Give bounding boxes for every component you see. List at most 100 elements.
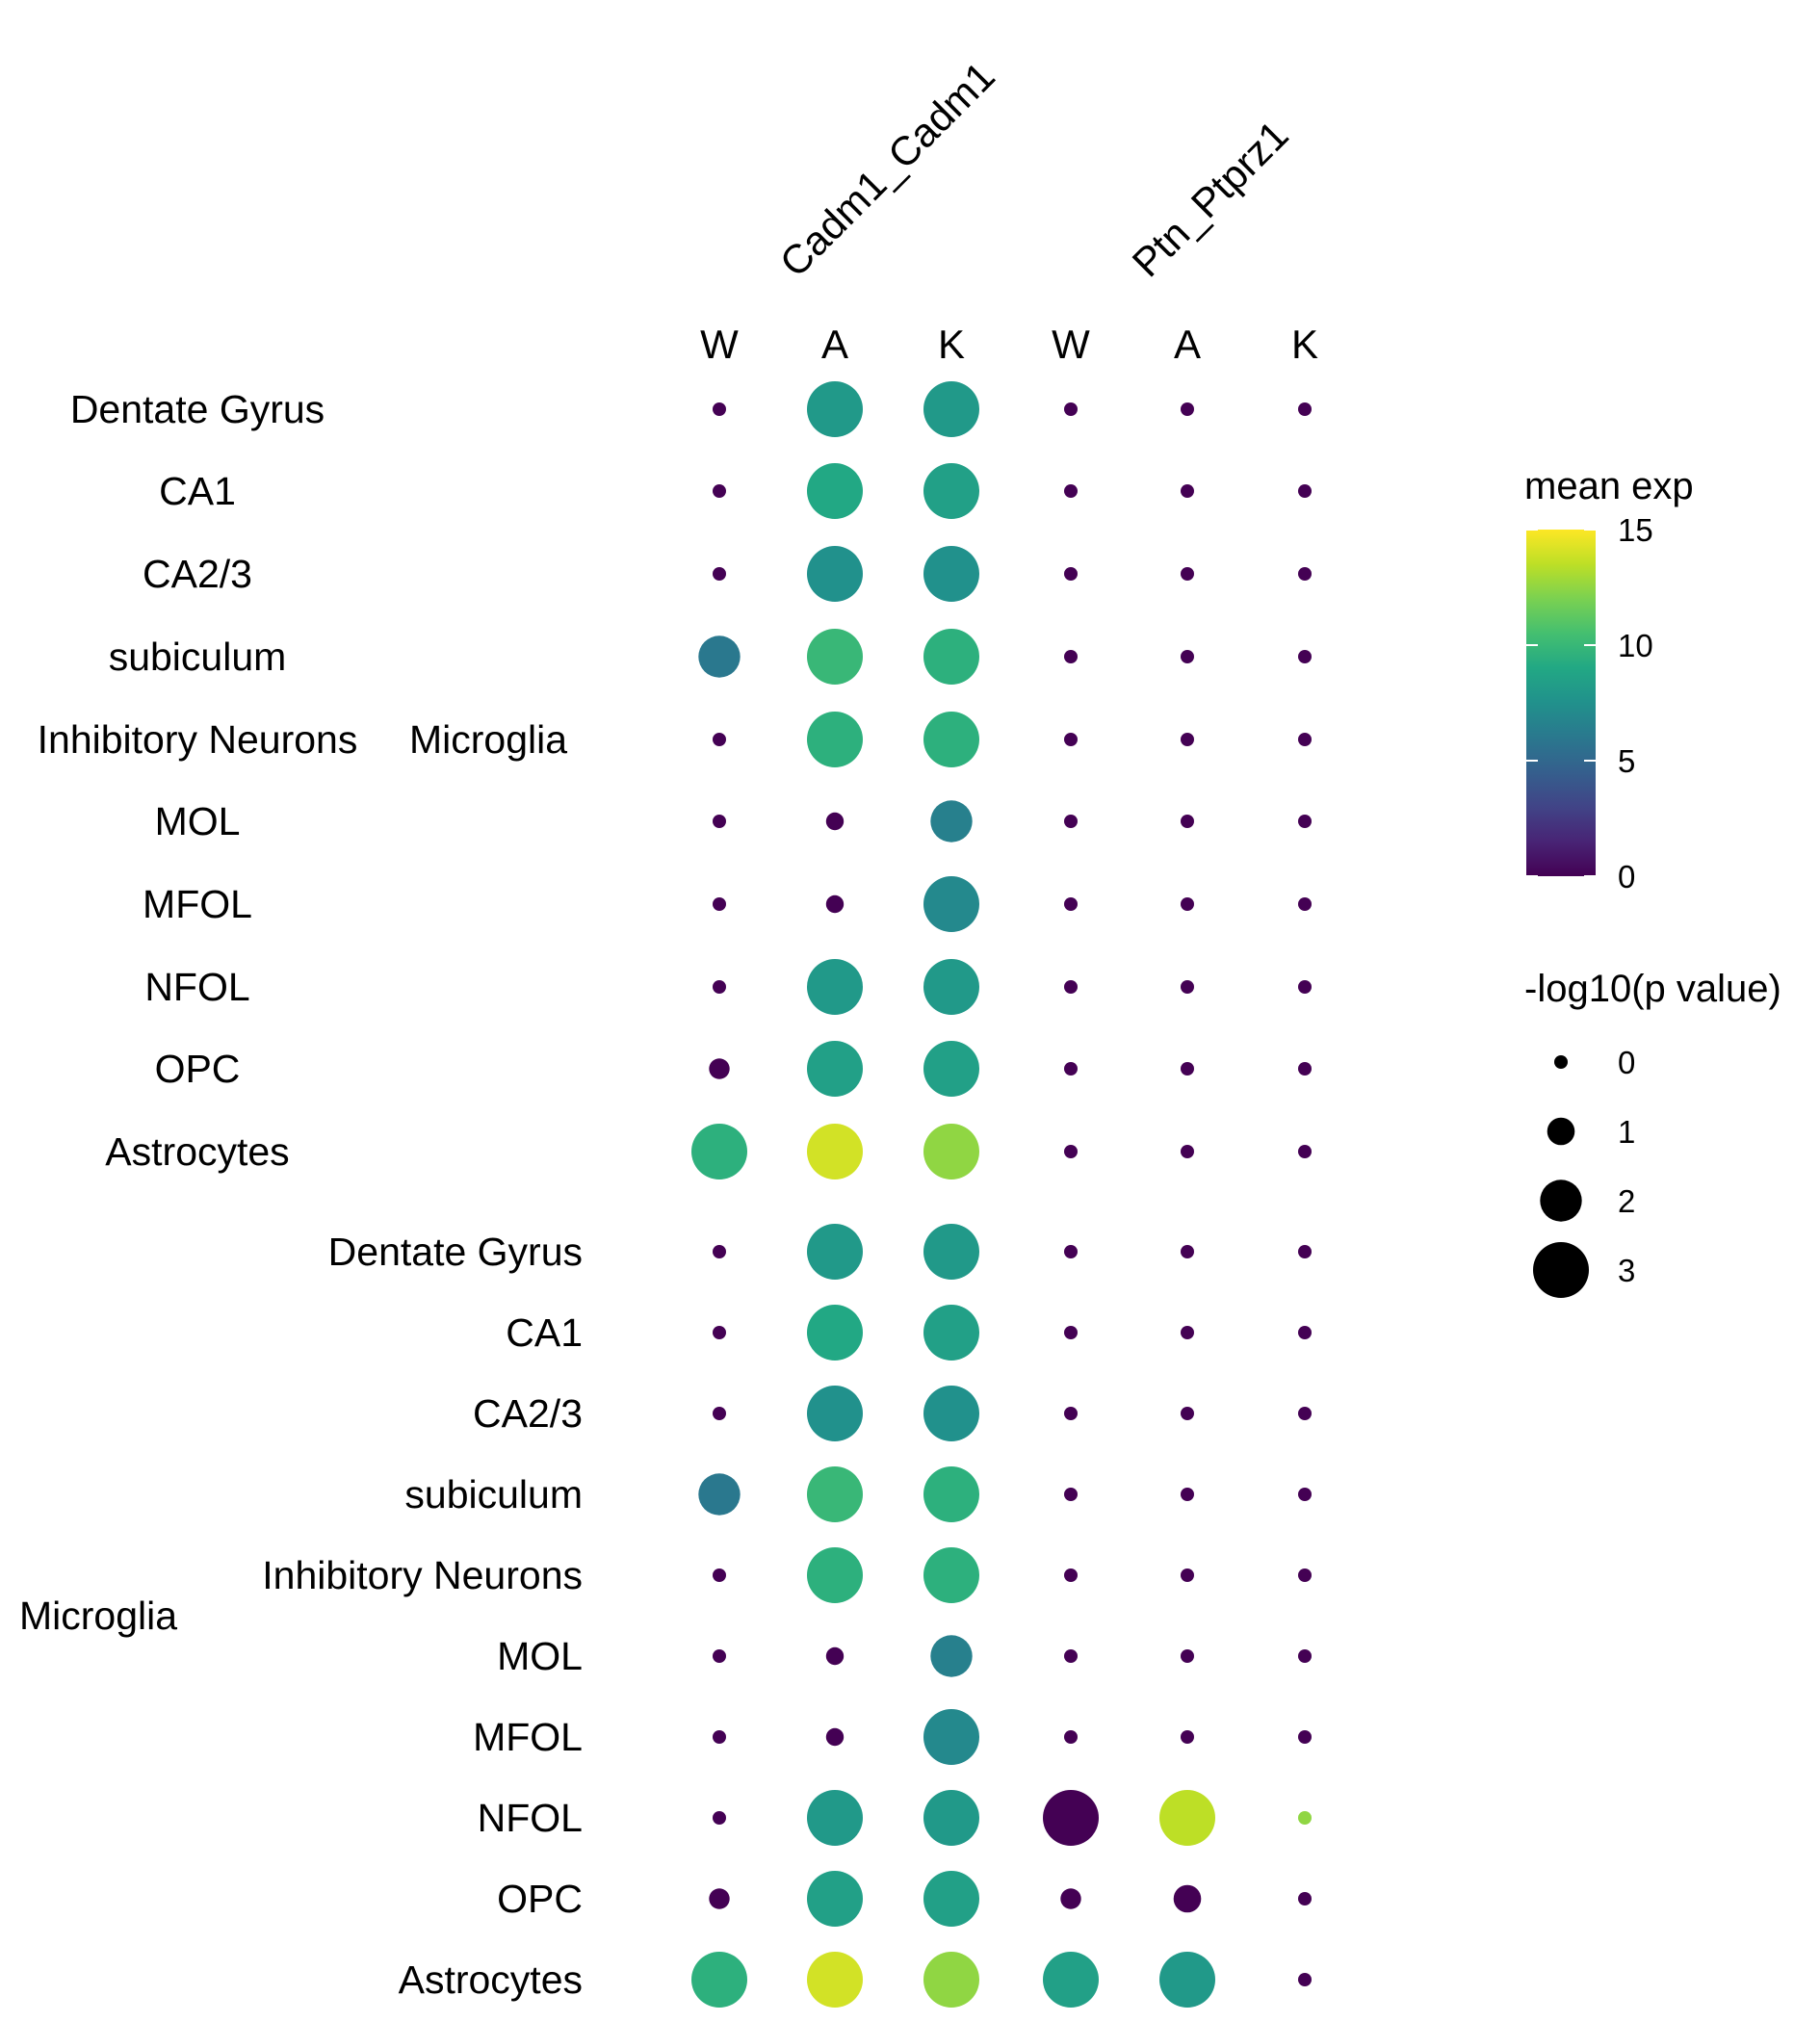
dot [1298,1568,1312,1582]
dot [1064,1488,1078,1501]
dot [807,1466,863,1522]
size-legend-dot [1540,1180,1582,1222]
dot [1298,567,1312,581]
row-label: MOL [155,799,241,843]
dot [713,815,726,828]
size-legend-ticks: 0 1 2 3 [1533,1045,1635,1298]
row-label: Inhibitory Neurons [38,717,358,762]
dot [923,1952,979,2008]
pair-label: Ptn_Ptprz1 [1124,112,1297,285]
dot [1064,1649,1078,1663]
dot [713,1649,726,1663]
dot [1064,815,1078,828]
dot [1064,650,1078,663]
dot [1298,815,1312,828]
dot [1064,484,1078,498]
size-legend-dot [1533,1242,1589,1298]
dot [713,1407,726,1420]
sender-label: Microglia [19,1594,177,1638]
dot [1298,1407,1312,1420]
dot [1181,1730,1194,1744]
dot [923,1224,979,1280]
row-label: Astrocytes [399,1957,583,2002]
dot [1064,1407,1078,1420]
row-label: NFOL [478,1796,583,1840]
dot [923,1041,979,1097]
dot [1181,897,1194,911]
dot [923,463,979,519]
dot [713,897,726,911]
dot [709,1058,730,1079]
dot [1298,1062,1312,1076]
dot [923,1709,979,1765]
dot [713,980,726,994]
dot [713,402,726,416]
row-label: Inhibitory Neurons [262,1553,583,1597]
dot [923,1790,979,1846]
dot [1064,1145,1078,1158]
size-legend-dot [1547,1117,1575,1146]
dot [923,1871,979,1927]
dot [807,546,863,602]
dot [807,1124,863,1180]
dot [1181,1062,1194,1076]
dot [1181,1488,1194,1501]
dot [923,1124,979,1180]
row-label: Astrocytes [105,1129,289,1174]
row-label: subiculum [404,1472,583,1516]
dot [1064,1568,1078,1582]
dot [807,1952,863,2008]
dot [923,1547,979,1603]
dot [1064,1326,1078,1339]
dot [923,712,979,767]
row-label: subiculum [109,635,287,679]
dot [1181,484,1194,498]
row-label: MFOL [473,1715,583,1759]
dot [1064,733,1078,746]
dot [1298,897,1312,911]
dot [930,800,973,842]
size-legend-dot [1554,1055,1568,1069]
dot [713,1811,726,1825]
row-label: CA1 [159,469,236,513]
dot [1064,402,1078,416]
dot [1159,1790,1215,1846]
dot [1064,1730,1078,1744]
dot [1159,1952,1215,2008]
dot [1181,567,1194,581]
dot [807,629,863,685]
size-tick-label: 1 [1618,1114,1635,1150]
dot [807,1871,863,1927]
dot [713,1730,726,1744]
dot [1181,980,1194,994]
dot [1181,650,1194,663]
dots [691,381,1312,2008]
dot [1043,1790,1099,1846]
dot [1181,733,1194,746]
color-tick-label: 5 [1618,743,1635,779]
dot [1181,815,1194,828]
dot [1298,733,1312,746]
dot [1298,1488,1312,1501]
dot [1064,980,1078,994]
dot [1181,1649,1194,1663]
dot [1298,1811,1312,1825]
dot [807,1224,863,1280]
dot [923,1305,979,1361]
dot [807,1790,863,1846]
dot [698,1473,741,1516]
dot [1298,1730,1312,1744]
dot [1298,1326,1312,1339]
dot [1298,1245,1312,1258]
color-legend-title: mean exp [1524,465,1694,507]
row-label: OPC [155,1047,241,1091]
dot [1181,1326,1194,1339]
dot [1298,1892,1312,1905]
color-legend-ticks: 0 5 10 15 [1526,512,1653,894]
dot [1298,1145,1312,1158]
row-label: NFOL [144,965,249,1009]
dot [923,629,979,685]
dot [825,1646,845,1666]
